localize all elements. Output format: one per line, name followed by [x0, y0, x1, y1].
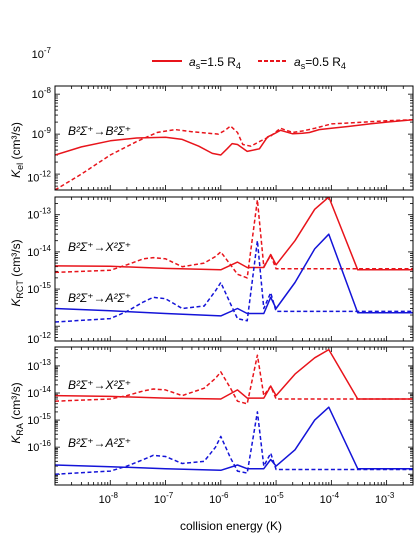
y-tick-label: 10-7 [32, 46, 52, 61]
series-line-el_dash [55, 118, 413, 190]
y-tick-label: 10-14 [27, 385, 51, 400]
y-tick-label: 10-14 [27, 244, 51, 259]
x-tick-label: 10-6 [209, 491, 229, 506]
y-tick-label: 10-12 [27, 170, 51, 185]
series-line-rct_x_dash [55, 199, 413, 279]
series-line-ra_a_dash [55, 411, 413, 475]
ylabel-ra: KRA (cm³/s) [9, 382, 25, 443]
series-line-rct_x_solid [55, 197, 413, 271]
panel-frame [54, 196, 414, 342]
legend-solid-label: as=1.5 R4 [189, 55, 241, 71]
x-tick-label: 10-4 [320, 491, 340, 506]
y-tick-label: 10-12 [27, 331, 51, 346]
xlabel: collision energy (K) [180, 519, 282, 533]
x-tick-label: 10-3 [375, 491, 395, 506]
legend-dashed-label: as=0.5 R4 [294, 55, 346, 71]
series-line-rct_a_dash [55, 239, 413, 323]
y-tick-label: 10-8 [32, 86, 52, 101]
legend: as=1.5 R4 as=0.5 R4 [152, 55, 346, 71]
annotation-rct-x: B²Σ⁺→X²Σ⁺ [68, 240, 131, 254]
panel-elastic: 10-9 10-8 10-7 [32, 46, 414, 191]
y-tick-label: 10-16 [27, 439, 51, 454]
x-tick-label: 10-7 [154, 491, 174, 506]
y-tick-label: 10-15 [27, 281, 51, 296]
y-tick-label: 10-13 [27, 207, 51, 222]
panel-frame [54, 346, 414, 486]
series-line-rct_a_solid [55, 233, 413, 317]
x-tick-label: 10-5 [264, 491, 284, 506]
series-line-ra_a_solid [55, 406, 413, 472]
y-tick-label: 10-13 [27, 358, 51, 373]
x-tick-label: 10-8 [99, 491, 119, 506]
y-tick-label: 10-9 [32, 126, 52, 141]
annotation-el: B²Σ⁺→B²Σ⁺ [68, 124, 131, 138]
panel-frame [54, 85, 414, 191]
annotation-ra-x: B²Σ⁺→X²Σ⁺ [68, 378, 131, 392]
y-tick-label: 10-15 [27, 412, 51, 427]
series-line-el_solid [55, 118, 413, 156]
annotation-ra-a: B²Σ⁺→A²Σ⁺ [68, 436, 131, 450]
annotation-rct-a: B²Σ⁺→A²Σ⁺ [68, 291, 131, 305]
panel-ra: 10-16 10-15 10-14 10-13 10-12 [27, 331, 414, 486]
series-line-ra_x_dash [55, 354, 413, 405]
panel-rct: 10-15 10-14 10-13 10-12 [27, 170, 414, 342]
ylabel-rct: KRCT (cm³/s) [9, 239, 25, 306]
ylabel-elastic: Kel (cm³/s) [9, 122, 25, 178]
